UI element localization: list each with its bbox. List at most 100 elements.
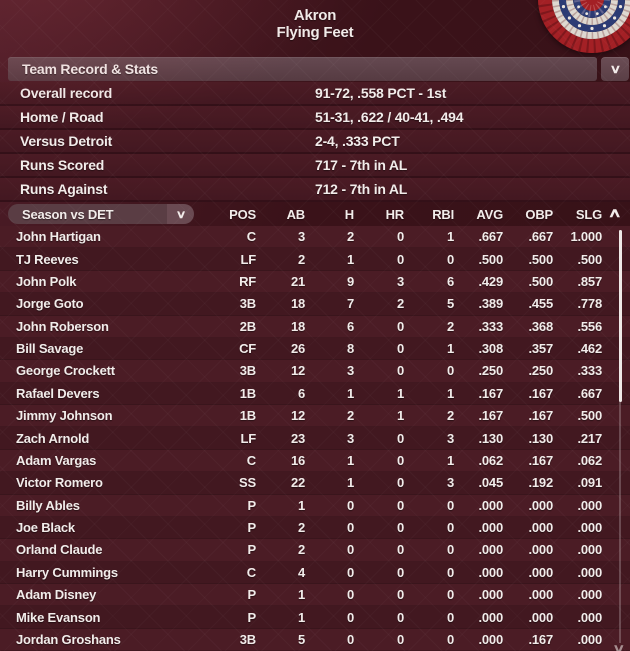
stat-cell-h: 0 [346,520,354,536]
player-name-cell: Joe Black [16,520,75,536]
stat-cell-obp: .130 [528,430,553,446]
stat-cell-pos: P [247,542,257,558]
column-header-pos[interactable]: POS [229,206,256,222]
table-row[interactable]: Bill Savage CF 26 8 0 1 .308 .357 .462 [0,337,630,361]
stat-cell-hr: 0 [396,452,404,468]
stat-cell-rbi: 1 [446,385,454,401]
stat-cell-h: 1 [346,385,354,401]
column-header-ab[interactable]: AB [286,206,306,222]
player-name-cell: Jordan Groshans [16,631,121,647]
player-name-cell: Adam Vargas [16,452,97,468]
scroll-up-button[interactable]: ∧ [606,205,624,221]
record-row: Runs Against 712 - 7th in AL [0,178,630,202]
stat-cell-rbi: 0 [446,363,454,379]
stat-cell-hr: 0 [396,229,404,245]
table-row[interactable]: Victor Romero SS 22 1 0 3 .045 .192 .091 [0,472,630,495]
player-name-cell: Adam Disney [16,587,97,603]
record-panel-header: Team Record & Stats ∨ [8,57,629,81]
stat-cell-avg: .429 [478,273,503,289]
column-header-h[interactable]: H [344,206,354,222]
stat-cell-hr: 0 [396,564,404,580]
column-header-avg[interactable]: AVG [476,206,503,222]
table-row[interactable]: TJ Reeves LF 2 1 0 0 .500 .500 .500 [0,248,630,271]
stat-cell-ab: 23 [290,430,305,446]
table-row[interactable]: Zach Arnold LF 23 3 0 3 .130 .130 .217 [0,427,630,450]
stat-cell-slg: .000 [577,609,602,625]
scrollbar-track[interactable] [619,230,621,643]
table-row[interactable]: Orland Claude P 2 0 0 0 .000 .000 .000 [0,539,630,562]
stat-cell-obp: .000 [528,497,553,513]
chevron-down-icon: ∨ [609,62,621,76]
stat-cell-ab: 12 [290,408,305,424]
player-name-cell: Victor Romero [16,475,103,491]
stat-cell-hr: 1 [396,385,404,401]
player-name-cell: Harry Cummings [16,564,118,580]
stat-cell-slg: .500 [577,251,602,267]
player-name-cell: Zach Arnold [16,430,90,446]
player-name-cell: Bill Savage [16,341,84,357]
column-header-slg[interactable]: SLG [575,206,602,222]
table-row[interactable]: Jordan Groshans 3B 5 0 0 0 .000 .167 .000 [0,628,630,651]
record-value: 51-31, .622 / 40-41, .494 [315,109,464,125]
stats-table-body: ∨ John Hartigan C 3 2 0 1.667.667 1.000 TJ Reev… [0,226,630,651]
stat-cell-rbi: 6 [446,273,454,289]
stat-cell-avg: .000 [478,497,503,513]
stat-cell-ab: 6 [297,385,305,401]
stat-cell-slg: 1.000 [570,229,602,245]
stat-cell-pos: C [246,452,256,468]
table-row[interactable]: John Polk RF 21 9 3 6 .429 .500 .857 [0,270,630,294]
stat-cell-hr: 0 [396,430,404,446]
column-header-obp[interactable]: OBP [525,206,553,222]
stat-cell-ab: 2 [297,542,305,558]
scrollbar-thumb[interactable] [618,230,622,402]
table-row[interactable]: Billy Ables P 1 0 0 0 .000 .000 .000 [0,494,630,517]
stat-cell-hr: 0 [396,520,404,536]
team-name: Flying Feet [276,24,354,41]
stat-cell-obp: .000 [528,564,553,580]
stat-cell-rbi: 1 [446,229,454,245]
table-row[interactable]: Rafael Devers 1B 6 1 1 1 .167 .167 .667 [0,382,630,405]
stat-cell-h: 0 [346,631,354,647]
stat-cell-slg: .857 [577,273,602,289]
stat-cell-avg: .333 [478,318,503,334]
record-panel-selector[interactable]: Team Record & Stats [8,57,597,81]
stat-cell-avg: .000 [478,564,503,580]
record-panel-dropdown-button[interactable]: ∨ [601,57,629,81]
table-row[interactable]: Jorge Goto 3B 18 7 2 5 .389 .455 .778 [0,293,630,316]
stat-cell-ab: 22 [290,475,305,491]
scroll-down-button[interactable]: ∨ [610,641,628,651]
stat-cell-ab: 26 [290,341,305,357]
player-name-cell: John Roberson [16,318,109,334]
stat-cell-pos: 3B [239,363,256,379]
stat-cell-obp: .667 [528,229,553,245]
stat-cell-pos: 2B [239,318,256,334]
stat-cell-rbi: 5 [446,296,454,312]
column-header-hr[interactable]: HR [385,206,405,222]
table-row[interactable]: Harry Cummings C 4 0 0 0 .000 .000 .000 [0,561,630,584]
table-row[interactable]: John Roberson 2B 18 6 0 2 .333 .368 .556 [0,315,630,338]
stat-cell-rbi: 0 [446,520,454,536]
stat-cell-obp: .455 [528,296,553,312]
stat-cell-slg: .500 [577,408,602,424]
column-header-rbi[interactable]: RBI [432,206,454,222]
stat-cell-slg: .000 [577,497,602,513]
table-row[interactable]: Joe Black P 2 0 0 0 .000 .000 .000 [0,516,630,540]
stats-view-selector[interactable]: Season vs DET ∨ [8,204,194,224]
stats-view-dropdown-button[interactable]: ∨ [167,204,194,224]
table-row[interactable]: Adam Disney P 1 0 0 0 .000 .000 .000 [0,584,630,607]
stat-cell-rbi: 3 [446,475,454,491]
table-row[interactable]: Adam Vargas C 16 1 0 1 .062 .167 .062 [0,449,630,473]
record-value: 712 - 7th in AL [315,181,408,197]
table-row[interactable]: George Crockett 3B 12 3 0 0 .250 .250 .333 [0,360,630,383]
stat-cell-rbi: 2 [446,318,454,334]
stat-cell-rbi: 0 [446,564,454,580]
table-row[interactable]: Mike Evanson P 1 0 0 0 .000 .000 .000 [0,606,630,629]
stat-cell-obp: .357 [528,341,553,357]
stat-cell-pos: P [247,497,257,513]
stat-cell-h: 3 [346,430,354,446]
stat-cell-obp: .500 [528,251,553,267]
team-city: Akron [293,7,337,24]
stat-cell-obp: .167 [528,408,553,424]
table-row[interactable]: John Hartigan C 3 2 0 1 .667 .667 1.000 [0,226,630,249]
table-row[interactable]: Jimmy Johnson 1B 12 2 1 2.167.167.500 [0,405,630,428]
